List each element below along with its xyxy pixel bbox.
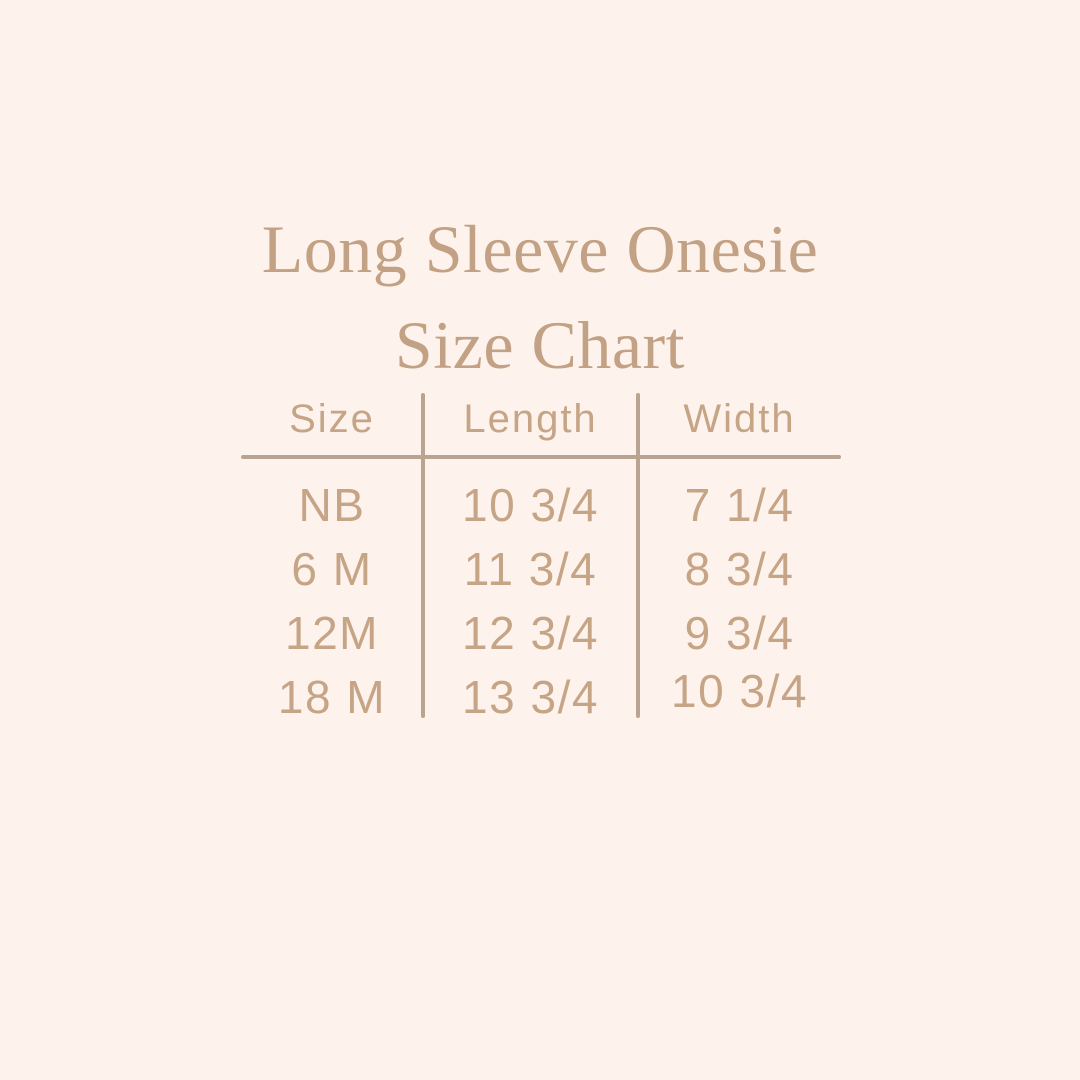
table-row: NB 10 3/4 7 1/4 xyxy=(241,473,841,537)
cell-width: 10 3/4 xyxy=(671,665,808,717)
cell-length: 13 3/4 xyxy=(462,671,599,723)
page-title: Long Sleeve Onesie Size Chart xyxy=(0,201,1080,393)
cell-size: 12M xyxy=(285,607,379,659)
cell-length: 12 3/4 xyxy=(462,607,599,659)
cell-size: NB xyxy=(298,479,366,531)
table-row: 18 M 13 3/4 10 3/4 xyxy=(241,665,841,729)
column-divider-line-2 xyxy=(636,393,640,718)
table-body: NB 10 3/4 7 1/4 6 M 11 3/4 8 3/4 12M 12 … xyxy=(241,473,841,729)
cell-size: 6 M xyxy=(291,543,373,595)
table-row: 12M 12 3/4 9 3/4 xyxy=(241,601,841,665)
table-header-row: Size Length Width xyxy=(241,383,841,455)
column-header-width: Width xyxy=(683,396,796,441)
header-divider-line xyxy=(241,455,841,459)
cell-size: 18 M xyxy=(277,671,387,723)
cell-width: 7 1/4 xyxy=(684,479,795,531)
cell-width: 8 3/4 xyxy=(684,543,795,595)
page-title-line2: Size Chart xyxy=(394,306,686,383)
column-header-size: Size xyxy=(289,396,375,441)
column-divider-line-1 xyxy=(421,393,425,718)
cell-length: 10 3/4 xyxy=(462,479,599,531)
cell-width: 9 3/4 xyxy=(684,607,795,659)
table-row: 6 M 11 3/4 8 3/4 xyxy=(241,537,841,601)
cell-length: 11 3/4 xyxy=(463,543,598,595)
page-title-line1: Long Sleeve Onesie xyxy=(261,210,819,287)
column-header-length: Length xyxy=(463,396,598,441)
size-table: Size Length Width NB 10 3/4 7 1/4 6 M 11… xyxy=(241,383,841,729)
